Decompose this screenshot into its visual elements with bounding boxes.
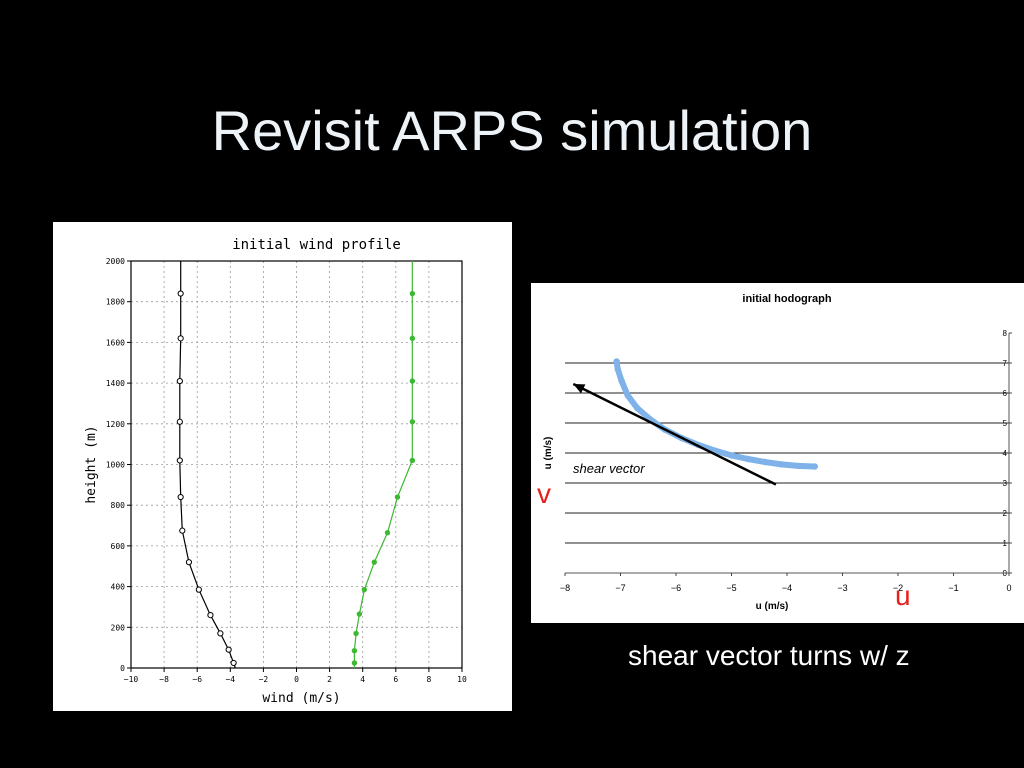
x-tick-label: −2 bbox=[259, 675, 269, 684]
data-point bbox=[618, 377, 625, 385]
y-tick-label: 7 bbox=[1003, 359, 1008, 368]
data-point bbox=[230, 659, 237, 667]
y-tick-label: 6 bbox=[1003, 389, 1008, 398]
y-tick-label: 0 bbox=[120, 664, 125, 673]
x-tick-label: 0 bbox=[294, 675, 299, 684]
data-point bbox=[409, 419, 416, 425]
y-tick-label: 1600 bbox=[106, 338, 125, 347]
shear-vector-label: shear vector bbox=[573, 461, 645, 476]
data-point bbox=[394, 494, 401, 500]
data-point bbox=[409, 335, 416, 342]
data-point bbox=[225, 646, 232, 653]
data-point bbox=[217, 630, 224, 637]
data-point bbox=[361, 586, 368, 593]
x-tick-label: −8 bbox=[560, 583, 570, 593]
data-point bbox=[624, 392, 631, 399]
y-tick-label: 800 bbox=[111, 501, 126, 510]
data-point bbox=[728, 452, 735, 459]
x-tick-label: −4 bbox=[225, 675, 235, 684]
data-point bbox=[177, 335, 184, 342]
chart-title: initial hodograph bbox=[742, 293, 831, 305]
y-tick-label: 2 bbox=[1003, 509, 1008, 518]
data-point bbox=[353, 630, 359, 637]
data-point bbox=[811, 463, 818, 470]
data-point bbox=[207, 611, 214, 619]
wind-profile-panel: −10 −8 −6 −4 −2 0 2 4 6 8 10 0 200 400 600 800 1000 1200 1… bbox=[53, 222, 512, 711]
y-tick-label: 3 bbox=[1003, 479, 1008, 488]
y-tick-label: 400 bbox=[111, 583, 126, 592]
y-tick-label: 2000 bbox=[106, 257, 125, 266]
y-tick-label: 1800 bbox=[106, 298, 125, 307]
y-tick-label: 1000 bbox=[106, 461, 125, 470]
data-point bbox=[778, 461, 785, 468]
chart-title: initial wind profile bbox=[232, 237, 401, 253]
x-tick-label: 4 bbox=[360, 675, 365, 684]
slide-title: Revisit ARPS simulation bbox=[211, 99, 813, 162]
data-point bbox=[195, 586, 202, 593]
data-point bbox=[176, 377, 183, 385]
data-point bbox=[409, 378, 416, 384]
data-point bbox=[176, 457, 183, 464]
x-tick-label: −7 bbox=[615, 583, 625, 593]
x-tick-label: −3 bbox=[837, 583, 847, 593]
y-tick-label: 600 bbox=[111, 542, 126, 551]
x-tick-label: −8 bbox=[159, 675, 169, 684]
data-point bbox=[371, 559, 377, 565]
v-axis-label: v bbox=[537, 478, 551, 509]
data-point bbox=[176, 418, 183, 425]
y-tick-label: 4 bbox=[1003, 449, 1008, 458]
x-tick-label: 8 bbox=[426, 675, 431, 684]
y-tick-label: 1 bbox=[1003, 539, 1008, 548]
data-point bbox=[177, 290, 184, 297]
x-tick-label: −4 bbox=[782, 583, 792, 593]
x-tick-label: 6 bbox=[393, 675, 398, 684]
x-tick-label: 10 bbox=[457, 675, 467, 684]
x-tick-label: −6 bbox=[671, 583, 681, 593]
data-point bbox=[351, 660, 358, 666]
shear-vector-arrowhead bbox=[573, 384, 586, 394]
y-tick-label: 200 bbox=[111, 623, 126, 632]
x-tick-label: 2 bbox=[327, 675, 332, 684]
x-tick-label: −6 bbox=[192, 675, 202, 684]
data-point bbox=[744, 455, 752, 463]
data-point bbox=[384, 529, 391, 536]
data-point bbox=[185, 559, 193, 566]
y-tick-label: 1400 bbox=[106, 379, 125, 388]
data-point bbox=[613, 358, 620, 365]
u-axis-label: u bbox=[895, 580, 911, 611]
data-point bbox=[633, 404, 641, 412]
y-tick-label: 1200 bbox=[106, 420, 125, 429]
x-tick-label: −5 bbox=[726, 583, 736, 593]
x-tick-label: −10 bbox=[124, 675, 139, 684]
data-point bbox=[356, 611, 363, 617]
data-point bbox=[409, 457, 416, 464]
x-tick-label: 0 bbox=[1006, 583, 1011, 593]
y-tick-label: 8 bbox=[1003, 329, 1008, 338]
data-point bbox=[614, 365, 621, 373]
data-point bbox=[179, 527, 186, 534]
data-point bbox=[409, 290, 416, 297]
data-point bbox=[177, 493, 184, 501]
data-point bbox=[761, 458, 768, 466]
y-axis-title: u (m/s) bbox=[543, 437, 554, 470]
x-axis-title: wind (m/s) bbox=[262, 691, 340, 706]
wind-profile-chart: −10 −8 −6 −4 −2 0 2 4 6 8 10 0 200 400 600 800 1000 1200 1… bbox=[84, 237, 467, 706]
x-tick-label: −2 bbox=[893, 583, 903, 593]
slide-caption: shear vector turns w/ z bbox=[628, 640, 910, 671]
data-point bbox=[351, 648, 358, 654]
y-tick-label: 5 bbox=[1003, 419, 1008, 428]
plot-frame bbox=[130, 260, 463, 669]
x-tick-label: −1 bbox=[948, 583, 958, 593]
shear-vector-arrow bbox=[572, 382, 777, 486]
data-point bbox=[794, 462, 802, 470]
y-axis-title: height (m) bbox=[84, 425, 99, 503]
x-axis-title: u (m/s) bbox=[756, 601, 789, 612]
